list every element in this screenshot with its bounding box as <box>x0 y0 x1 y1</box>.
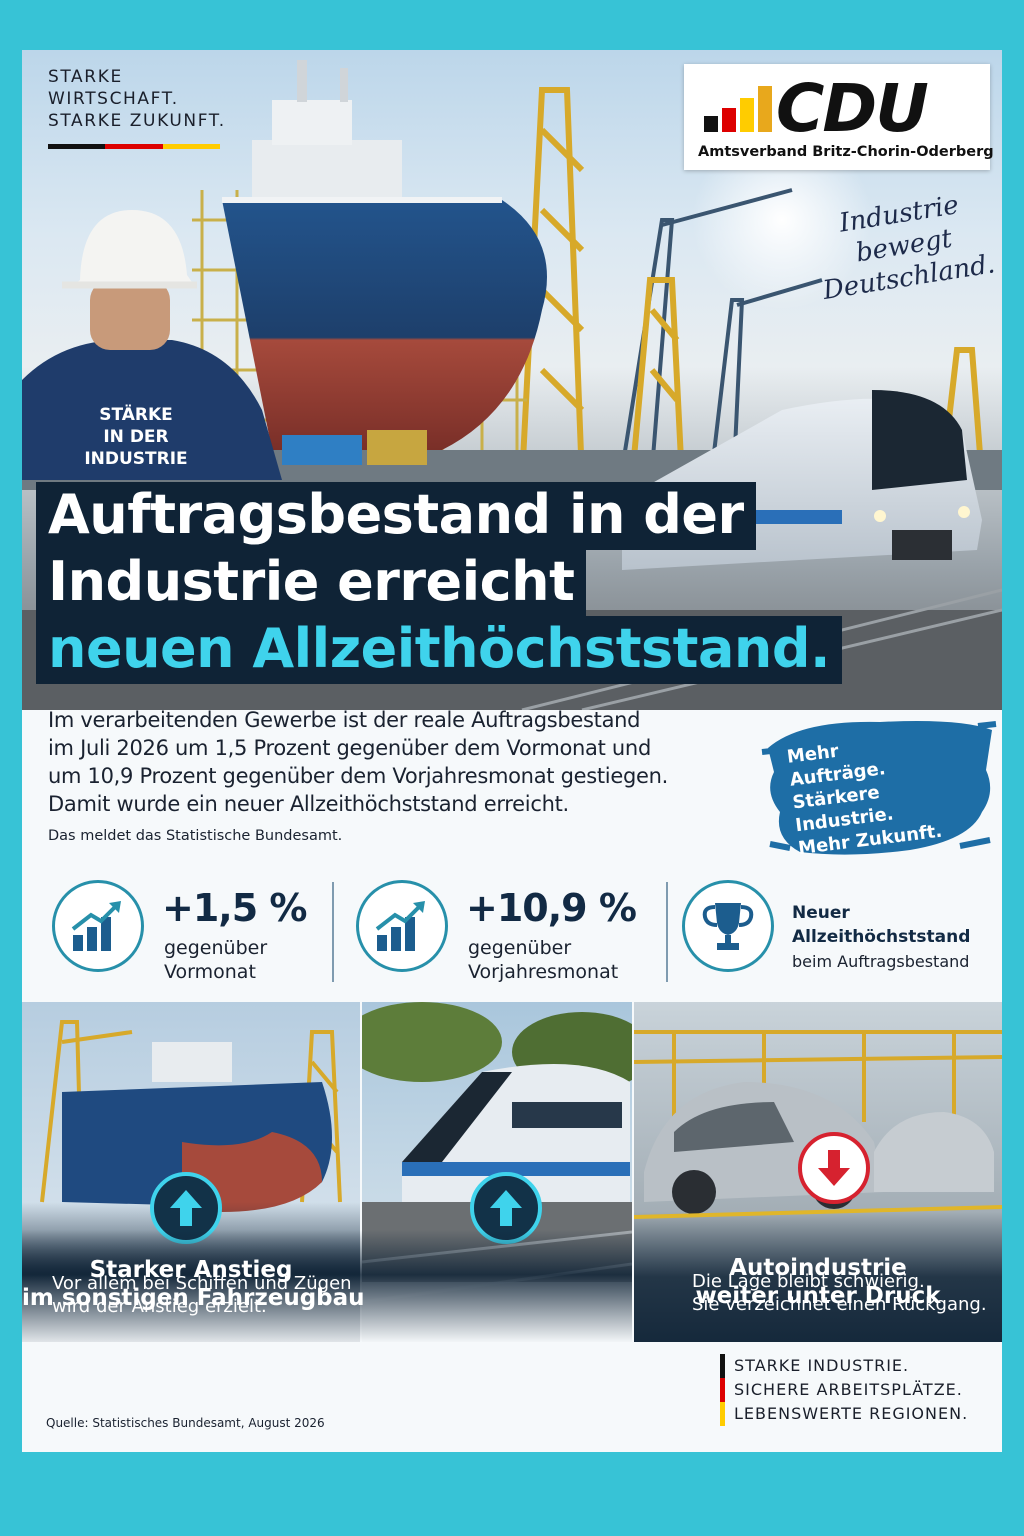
panel-text-right: Die Lage bleibt schwierig. Sie verzeichn… <box>692 1270 987 1316</box>
source-note: Quelle: Statistisches Bundesamt, August … <box>46 1416 325 1430</box>
intro-line: um 10,9 Prozent gegenüber dem Vorjahresm… <box>48 764 668 788</box>
stat-icon-circle <box>682 880 774 972</box>
headline-line-3: neuen Allzeithöchststand. <box>36 616 843 684</box>
top-tagline: STARKE WIRTSCHAFT. STARKE ZUKUNFT. <box>48 66 226 132</box>
bar-chart-arrow-icon <box>375 901 425 951</box>
jacket-print-line: IN DER INDUSTRIE <box>84 427 188 469</box>
cdu-logo: CDU Amtsverband Britz-Chorin-Oderberg <box>684 64 994 170</box>
stat-record-title: Neuer <box>792 903 850 923</box>
stat-divider <box>332 882 334 982</box>
stat-month: +1,5 % gegenüber Vormonat <box>22 872 342 990</box>
trophy-icon <box>702 903 754 950</box>
footer-slogan-line: STARKE INDUSTRIE. <box>734 1356 910 1375</box>
logo-wordmark: CDU <box>776 70 929 147</box>
stat-label: Vorjahresmonat <box>468 961 619 983</box>
arrow-down-icon <box>818 1150 850 1186</box>
intro-note: Das meldet das Statistische Bundesamt. <box>48 828 343 844</box>
intro-line: im Juli 2026 um 1,5 Prozent gegenüber de… <box>48 736 651 760</box>
image-panels: Starker Anstieg im sonstigen Fahrzeugbau <box>22 1002 1002 1342</box>
top-tagline-line: STARKE ZUKUNFT. <box>48 111 226 131</box>
top-tagline-line: WIRTSCHAFT. <box>48 89 179 109</box>
panel-text-line: Vor allem bei Schiffen und Zügen <box>52 1273 352 1294</box>
arrow-up-icon <box>170 1190 202 1226</box>
panel-title-line: Starker Anstieg <box>89 1257 293 1283</box>
stat-record: Neuer Allzeithöchststand beim Auftragsbe… <box>672 872 1002 990</box>
panel-fade <box>22 1230 632 1342</box>
headline-line-2: Industrie erreicht <box>36 549 587 617</box>
footer-slogan-line: SICHERE ARBEITSPLÄTZE. <box>734 1380 963 1399</box>
intro-paragraph: Im verarbeitenden Gewerbe ist der reale … <box>48 706 728 818</box>
stat-record-title: Allzeithöchststand <box>792 927 971 947</box>
intro-line: Damit wurde ein neuer Allzeithöchststand… <box>48 792 569 816</box>
german-flag-bar <box>48 144 220 149</box>
panel-text-line: wird der Anstieg erzielt. <box>52 1296 267 1317</box>
stat-year: +10,9 % gegenüber Vorjahresmonat <box>342 872 672 990</box>
arrow-down-badge <box>798 1132 870 1204</box>
footer-slogan: STARKE INDUSTRIE. SICHERE ARBEITSPLÄTZE.… <box>734 1354 968 1426</box>
logo-bars-icon <box>704 86 772 132</box>
german-flag-bar-vertical <box>720 1354 725 1426</box>
stat-record-label: beim Auftragsbestand <box>792 952 970 971</box>
footer-slogan-line: LEBENSWERTE REGIONEN. <box>734 1404 969 1423</box>
stat-icon-circle <box>356 880 448 972</box>
poster: STARKE WIRTSCHAFT. STARKE ZUKUNFT. CDU A… <box>22 50 1002 1452</box>
panel-title-line: Autoindustrie <box>729 1255 907 1281</box>
headline: Auftragsbestand in der Industrie erreich… <box>36 482 843 684</box>
stat-label: gegenüber <box>164 937 268 959</box>
panel-text-left: Vor allem bei Schiffen und Zügen wird de… <box>52 1272 352 1318</box>
bar-chart-arrow-icon <box>71 901 121 951</box>
panel-title-overlay: Starker Anstieg im sonstigen Fahrzeugbau <box>22 1256 365 1312</box>
stats-row: +1,5 % gegenüber Vormonat +10,9 % gegenü… <box>22 872 1002 990</box>
stat-value: +1,5 % <box>162 886 307 930</box>
logo-subtitle: Amtsverband Britz-Chorin-Oderberg <box>698 144 994 160</box>
intro-line: Im verarbeitenden Gewerbe ist der reale … <box>48 708 641 732</box>
brush-stroke-badge <box>761 721 997 855</box>
stat-icon-circle <box>52 880 144 972</box>
brush-slogan: Mehr Aufträge. Stärkere Industrie. Mehr … <box>786 723 989 860</box>
hero-image: STARKE WIRTSCHAFT. STARKE ZUKUNFT. CDU A… <box>22 50 1002 710</box>
stat-value: +10,9 % <box>466 886 637 930</box>
panel-title-line: weiter unter Druck <box>695 1283 941 1309</box>
top-tagline-line: STARKE <box>48 67 123 87</box>
jacket-print: STÄRKE IN DER INDUSTRIE <box>56 404 216 470</box>
panel-automotive: Autoindustrie weiter unter Druck <box>634 1002 1002 1342</box>
headline-line-1: Auftragsbestand in der <box>36 482 756 550</box>
stat-label: gegenüber <box>468 937 572 959</box>
jacket-print-line: STÄRKE <box>99 405 173 425</box>
arrow-up-icon <box>490 1190 522 1226</box>
panel-text-line: Die Lage bleibt schwierig. <box>692 1271 925 1292</box>
stat-label: Vormonat <box>164 961 256 983</box>
stat-divider <box>666 882 668 982</box>
panel-title: Autoindustrie weiter unter Druck <box>634 1254 1002 1310</box>
panel-title-line: im sonstigen Fahrzeugbau <box>22 1285 365 1311</box>
panel-text-line: Sie verzeichnet einen Rückgang. <box>692 1294 987 1315</box>
